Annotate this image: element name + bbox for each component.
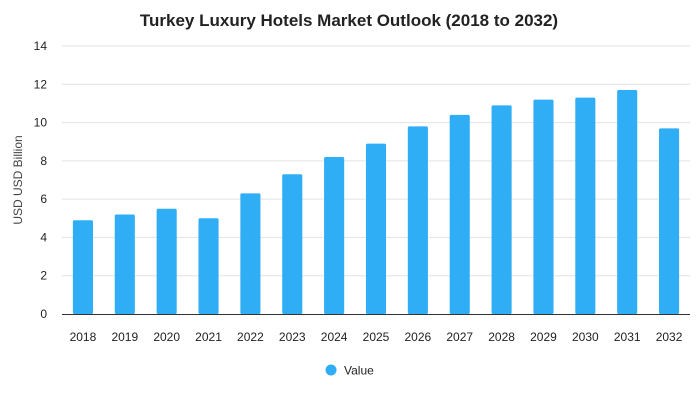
y-axis-label: USD USD Billion	[11, 135, 25, 224]
y-tick-label: 6	[40, 192, 47, 206]
bar-2030[interactable]	[575, 97, 596, 314]
y-tick-label: 4	[40, 230, 47, 244]
bar-2031[interactable]	[617, 90, 638, 315]
bar-2023[interactable]	[282, 174, 303, 314]
bar-2022[interactable]	[240, 193, 261, 314]
x-axis-ticks: 2018 2019 2020 2021 2022 2023 2024 2025 2026 2027…	[70, 330, 683, 344]
x-tick-label: 2030	[572, 330, 599, 344]
bar-2026[interactable]	[407, 126, 428, 315]
bar-2021[interactable]	[198, 218, 219, 314]
x-tick-label: 2031	[614, 330, 641, 344]
y-tick-label: 10	[34, 116, 48, 130]
bar-2029[interactable]	[533, 99, 554, 314]
x-tick-label: 2021	[195, 330, 222, 344]
y-tick-label: 2	[40, 269, 47, 283]
x-tick-label: 2020	[153, 330, 180, 344]
x-tick-label: 2018	[70, 330, 97, 344]
bar-2019[interactable]	[114, 214, 135, 314]
bar-2028[interactable]	[491, 105, 512, 314]
legend-label: Value	[344, 364, 374, 378]
bar-2032[interactable]	[659, 128, 680, 314]
y-tick-label: 8	[40, 154, 47, 168]
x-tick-label: 2022	[237, 330, 264, 344]
y-tick-label: 14	[34, 39, 48, 53]
bar-2025[interactable]	[365, 143, 387, 314]
y-tick-label: 12	[34, 77, 48, 91]
x-tick-label: 2029	[530, 330, 557, 344]
bars	[72, 90, 680, 315]
legend-swatch	[325, 364, 337, 376]
bar-2024[interactable]	[324, 157, 345, 314]
x-tick-label: 2032	[656, 330, 683, 344]
x-tick-label: 2023	[279, 330, 306, 344]
bar-2027[interactable]	[449, 114, 470, 315]
chart-title: Turkey Luxury Hotels Market Outlook (201…	[140, 11, 558, 30]
x-tick-label: 2024	[321, 330, 348, 344]
bar-2018[interactable]	[72, 220, 93, 314]
legend[interactable]: Value	[325, 364, 375, 378]
x-tick-label: 2025	[363, 330, 390, 344]
y-axis-ticks: 0 2 4 6 8 10 12 14	[34, 39, 48, 321]
x-tick-label: 2019	[111, 330, 138, 344]
y-tick-label: 0	[40, 307, 47, 321]
x-tick-label: 2028	[488, 330, 515, 344]
x-tick-label: 2026	[405, 330, 432, 344]
bar-2020[interactable]	[156, 208, 177, 314]
x-tick-label: 2027	[446, 330, 473, 344]
